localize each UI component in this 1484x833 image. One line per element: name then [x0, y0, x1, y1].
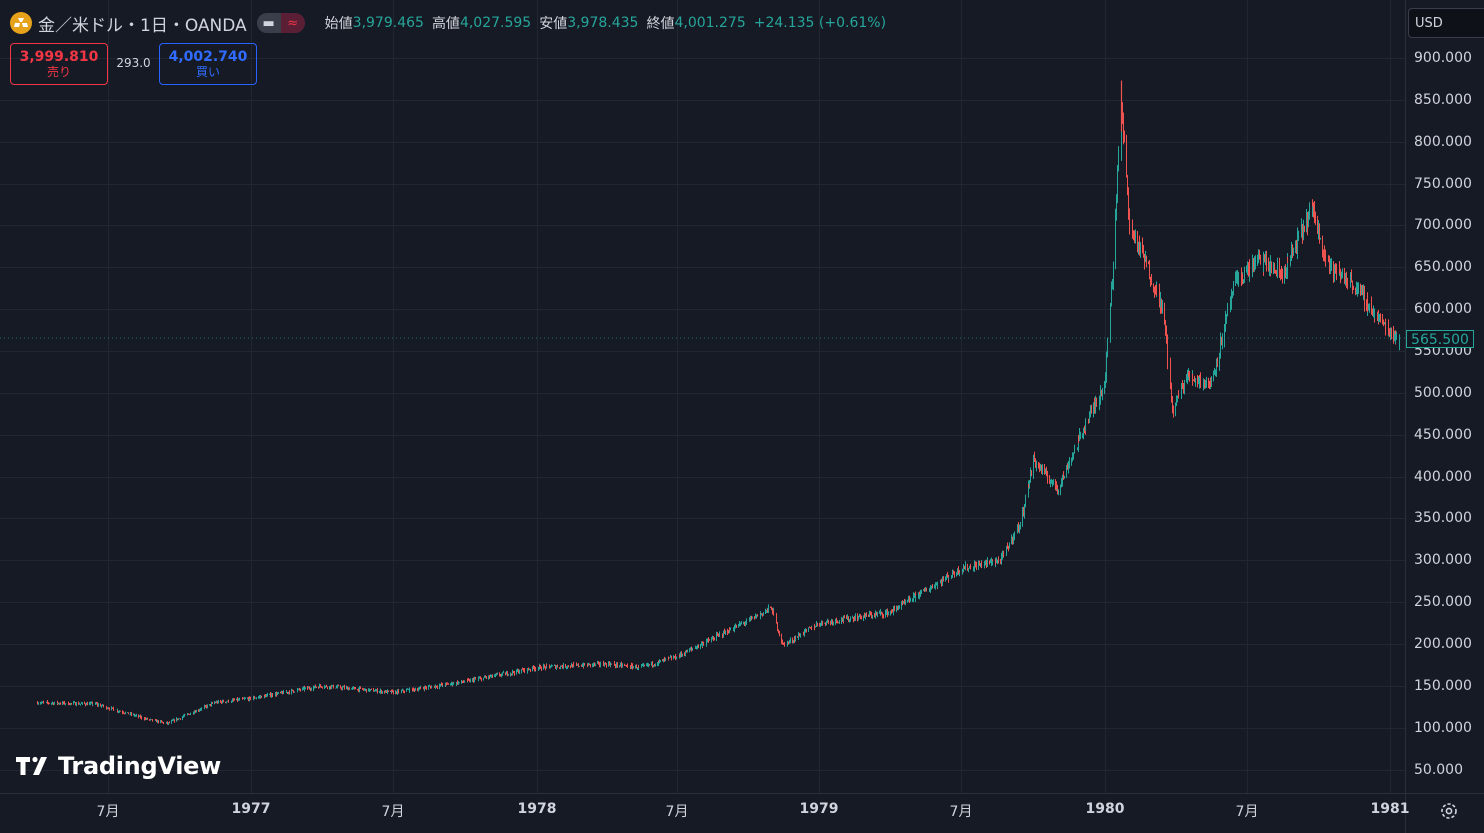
- open-label: 始値: [324, 16, 353, 32]
- high-value: 4,027.595: [459, 15, 532, 31]
- buy-button[interactable]: 4,002.740 買い: [159, 43, 257, 85]
- settings-gear-icon[interactable]: [1439, 801, 1459, 821]
- price-tick-label: 500.000: [1414, 384, 1472, 401]
- price-tick-label: 350.000: [1414, 510, 1472, 527]
- time-tick-label: 1977: [231, 801, 271, 817]
- price-tick-label: 150.000: [1414, 677, 1472, 694]
- close-label: 終値: [646, 16, 675, 32]
- price-tick-label: 50.000: [1414, 761, 1463, 778]
- chart-toggle[interactable]: ▬ ≈: [256, 13, 305, 33]
- time-tick-label: 7月: [665, 804, 689, 820]
- open-value: 3,979.465: [352, 15, 424, 31]
- price-tick-label: 400.000: [1414, 468, 1472, 485]
- candles: [37, 80, 1400, 725]
- watermark-text: TradingView: [58, 752, 221, 780]
- time-tick-label: 1981: [1370, 801, 1410, 817]
- price-tick-label: 300.000: [1414, 552, 1472, 569]
- last-price-label: 565.500: [1406, 330, 1474, 348]
- gold-logo-icon: [10, 12, 32, 34]
- currency-selector[interactable]: USD: [1408, 8, 1484, 38]
- tradingview-watermark[interactable]: TradingView: [14, 752, 221, 780]
- price-tick-label: 800.000: [1414, 133, 1472, 150]
- sell-button[interactable]: 3,999.810 売り: [10, 43, 108, 85]
- change-value: +24.135 (+0.61%): [753, 15, 887, 31]
- time-tick-label: 1978: [517, 801, 557, 817]
- price-tick-label: 250.000: [1414, 594, 1472, 611]
- time-tick-label: 7月: [1235, 804, 1259, 820]
- time-tick-label: 1979: [799, 801, 839, 817]
- symbol-legend: 金／米ドル・1日・OANDA ▬ ≈ 始値 3,979.465 高値 4,027.5…: [10, 10, 886, 36]
- sell-price: 3,999.810: [19, 49, 99, 65]
- low-label: 安値: [539, 16, 568, 32]
- time-tick-label: 7月: [96, 804, 120, 820]
- buy-label: 買い: [195, 65, 220, 79]
- price-tick-label: 750.000: [1414, 175, 1472, 192]
- price-tick-label: 650.000: [1414, 259, 1472, 276]
- sell-label: 売り: [46, 65, 71, 79]
- time-tick-label: 7月: [381, 804, 405, 820]
- ohlc-values: 始値 3,979.465 高値 4,027.595 安値 3,978.435 終値 4,…: [317, 13, 886, 33]
- price-tick-label: 100.000: [1414, 719, 1472, 736]
- buy-price: 4,002.740: [168, 49, 248, 65]
- spread-value: 293.0: [116, 56, 151, 70]
- price-tick-label: 200.000: [1414, 635, 1472, 652]
- minus-icon[interactable]: ▬: [256, 13, 281, 33]
- time-tick-label: 1980: [1085, 801, 1125, 817]
- price-tick-label: 450.000: [1414, 426, 1472, 443]
- tradingview-logo-icon: [16, 756, 47, 775]
- high-label: 高値: [431, 16, 460, 32]
- wave-icon[interactable]: ≈: [280, 13, 305, 33]
- price-tick-label: 900.000: [1414, 50, 1472, 66]
- price-tick-label: 600.000: [1414, 301, 1472, 318]
- symbol-title[interactable]: 金／米ドル・1日・OANDA: [38, 15, 247, 36]
- close-value: 4,001.275: [674, 15, 746, 31]
- price-tick-label: 700.000: [1414, 217, 1472, 234]
- grid-lines: [0, 0, 1405, 793]
- price-tick-label: 850.000: [1414, 91, 1472, 108]
- low-value: 3,978.435: [567, 15, 639, 31]
- time-tick-label: 7月: [949, 804, 973, 820]
